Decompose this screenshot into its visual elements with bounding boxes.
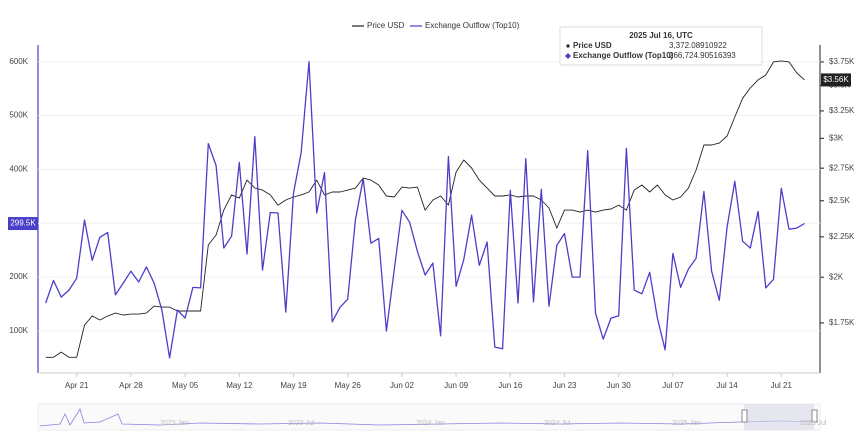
y2-tick-label: $3K bbox=[829, 133, 844, 142]
x-tick-label: Jun 23 bbox=[552, 381, 577, 390]
y-tick-label: 100K bbox=[9, 326, 28, 335]
x-tick-label: Jun 09 bbox=[444, 381, 469, 390]
navigator-handle[interactable] bbox=[741, 409, 748, 423]
axis-value-tag bbox=[821, 73, 851, 87]
x-tick-label: Apr 21 bbox=[65, 381, 89, 390]
legend: Price USD Exchange Outflow (Top10) bbox=[352, 21, 520, 30]
navigator-label: 2023 Jul bbox=[288, 420, 315, 427]
x-tick-label: Jun 30 bbox=[607, 381, 632, 390]
tooltip-marker bbox=[566, 44, 570, 48]
navigator-line bbox=[39, 408, 819, 427]
x-tick-label: May 12 bbox=[226, 381, 253, 390]
x-tick-label: Jun 16 bbox=[498, 381, 523, 390]
x-tick-label: Jul 21 bbox=[771, 381, 793, 390]
y-tick-label: 200K bbox=[9, 272, 28, 281]
navigator-frame bbox=[37, 403, 821, 431]
tooltip-name: Price USD bbox=[573, 41, 612, 50]
legend-label[interactable]: Price USD bbox=[367, 21, 405, 30]
axis-value-tag-label: 299.5K bbox=[10, 219, 36, 228]
axis-value-tag bbox=[8, 217, 38, 231]
navigator-label: 2024 Jan bbox=[416, 420, 445, 427]
tooltip-title: 2025 Jul 16, UTC bbox=[629, 31, 693, 40]
navigator-handle[interactable] bbox=[811, 409, 818, 423]
navigator-label: 2024 Jul bbox=[544, 420, 571, 427]
legend-label[interactable]: Exchange Outflow (Top10) bbox=[425, 21, 520, 30]
y-tick-label: 400K bbox=[9, 165, 28, 174]
y2-tick-label: $2.75K bbox=[829, 163, 855, 172]
y2-tick-label: $1.75K bbox=[829, 318, 855, 327]
tooltip-box bbox=[559, 26, 763, 66]
navigator-label: 2023 Jan bbox=[160, 420, 189, 427]
x-tick-label: May 05 bbox=[172, 381, 199, 390]
plot bbox=[38, 60, 820, 359]
y2-tick-label: $3.75K bbox=[829, 57, 855, 66]
navigator-label: 2025 Jul bbox=[800, 420, 827, 427]
x-tick-label: May 26 bbox=[335, 381, 362, 390]
tooltip-value: 3,372.08910922 bbox=[669, 41, 727, 50]
series-line bbox=[45, 60, 805, 358]
x-tick-label: Jul 14 bbox=[716, 381, 738, 390]
y-tick-label: 600K bbox=[9, 57, 28, 66]
tooltip: 2025 Jul 16, UTC Price USD 3,372.0891092… bbox=[559, 26, 763, 66]
navigator-window[interactable] bbox=[744, 404, 814, 430]
tooltip-value: 266,724.90516393 bbox=[669, 51, 736, 60]
x-tick-label: May 19 bbox=[280, 381, 307, 390]
x-tick-label: Jun 02 bbox=[390, 381, 415, 390]
y2-tick-label: $3.25K bbox=[829, 106, 855, 115]
tooltip-name: Exchange Outflow (Top10) bbox=[573, 51, 674, 60]
y-tick-label: 500K bbox=[9, 111, 28, 120]
x-tick-label: Jul 07 bbox=[662, 381, 684, 390]
series-line bbox=[45, 61, 805, 359]
axis-value-tag-label: $3.56K bbox=[823, 75, 849, 84]
navigator-label: 2025 Jan bbox=[672, 420, 701, 427]
y2-tick-label: $2K bbox=[829, 272, 844, 281]
y2-tick-label: $2.25K bbox=[829, 232, 855, 241]
y2-tick-label: $2.5K bbox=[829, 196, 851, 205]
x-tick-label: Apr 28 bbox=[119, 381, 143, 390]
tooltip-marker bbox=[565, 53, 571, 59]
navigator: 2023 Jan 2023 Jul 2024 Jan 2024 Jul 2025 Jan… bbox=[37, 403, 827, 431]
